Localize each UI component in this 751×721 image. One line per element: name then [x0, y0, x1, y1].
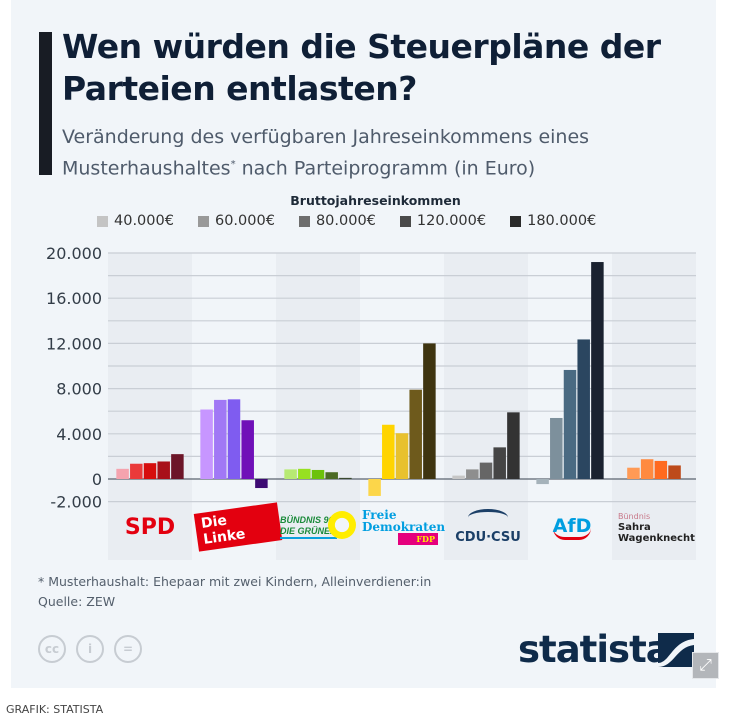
y-tick-label: 12.000	[46, 334, 102, 353]
bar	[493, 447, 506, 479]
category-band	[276, 253, 360, 560]
bar	[395, 433, 409, 479]
title-accent-bar	[39, 32, 52, 175]
cc-icon[interactable]: cc	[38, 635, 66, 663]
bar	[157, 461, 170, 479]
license-icons: cc i =	[38, 635, 142, 663]
bar	[171, 454, 184, 479]
logo-afd: AfD	[530, 505, 614, 549]
legend: 40.000€ 60.000€ 80.000€ 120.000€ 180.000…	[97, 213, 596, 229]
logo-bsw-text-3: Wagenknecht	[618, 532, 695, 544]
bar	[284, 469, 297, 479]
y-tick-label: 4.000	[56, 425, 102, 444]
logo-gruene-text-2: DIE GRÜNEN	[280, 526, 337, 539]
legend-swatch	[510, 215, 522, 227]
bar	[507, 412, 520, 479]
logo-cdu-text: CDU·CSU	[455, 530, 521, 545]
category-band	[612, 253, 696, 560]
attribution-icon[interactable]: i	[76, 635, 104, 663]
bar	[325, 472, 338, 479]
legend-label: 120.000€	[416, 213, 487, 229]
logo-bsw-text-2: Sahra	[618, 521, 651, 533]
bar	[536, 479, 549, 485]
subtitle-footnote-mark: *	[230, 159, 236, 170]
footnote: * Musterhaushalt: Ehepaar mit zwei Kinde…	[38, 572, 431, 612]
bar	[311, 469, 325, 479]
legend-item[interactable]: 40.000€	[97, 213, 174, 229]
logo-fdp-text-2: Demokraten	[362, 520, 446, 534]
logo-bsw: Bündnis Sahra Wagenknecht	[618, 505, 698, 549]
logo-fdp-text-1: Freie	[362, 508, 397, 522]
logo-afd-text: AfD	[552, 515, 592, 540]
y-tick-label: 20.000	[46, 244, 102, 263]
bar	[241, 420, 254, 479]
bar	[368, 479, 381, 496]
logo-linke: Die Linke	[193, 502, 283, 552]
bar	[382, 424, 395, 479]
bar	[255, 479, 268, 489]
legend-label: 60.000€	[214, 213, 275, 229]
chart-title: Wen würden die Steuerpläne der Parteien …	[62, 27, 661, 108]
statista-logo-icon	[658, 633, 694, 667]
logo-cdu-csu: CDU·CSU	[446, 505, 530, 549]
bar	[654, 460, 668, 479]
bar	[227, 399, 241, 479]
legend-swatch	[298, 215, 310, 227]
bar	[423, 343, 436, 479]
legend-swatch	[399, 215, 411, 227]
subtitle-text-1: Veränderung des verfügbaren Jahreseinkom…	[62, 126, 590, 180]
no-derivatives-icon[interactable]: =	[114, 635, 142, 663]
bar	[668, 465, 681, 479]
y-tick-label: 0	[92, 470, 102, 489]
bar	[591, 262, 604, 479]
bar	[479, 462, 493, 479]
legend-label: 80.000€	[315, 213, 376, 229]
legend-item[interactable]: 120.000€	[399, 213, 487, 229]
expand-icon[interactable]: ⤢	[692, 652, 719, 679]
chart-subtitle: Veränderung des verfügbaren Jahreseinkom…	[62, 124, 682, 182]
bar	[143, 463, 157, 479]
legend-label: 180.000€	[527, 213, 597, 229]
bar	[640, 459, 654, 479]
bar	[214, 399, 227, 479]
footnote-source: Quelle: ZEW	[38, 594, 116, 609]
legend-swatch	[197, 215, 209, 227]
bar	[116, 468, 129, 479]
logo-spd: SPD	[108, 505, 192, 549]
bar	[409, 389, 422, 479]
bar	[563, 369, 577, 479]
legend-item[interactable]: 180.000€	[510, 213, 596, 229]
logo-gruene: BÜNDNIS 90 DIE GRÜNEN	[276, 505, 364, 549]
statista-wordmark[interactable]: statista	[518, 628, 671, 671]
bar	[627, 467, 640, 479]
category-band	[108, 253, 192, 560]
footnote-note: * Musterhaushalt: Ehepaar mit zwei Kinde…	[38, 574, 432, 589]
y-tick-label: -2.000	[50, 493, 102, 512]
bar	[298, 468, 311, 479]
y-tick-label: 16.000	[46, 289, 102, 308]
logo-fdp: Freie Demokraten FDP	[362, 505, 446, 549]
bar	[452, 475, 465, 479]
legend-label: 40.000€	[114, 213, 174, 229]
bar	[550, 417, 563, 479]
bar	[466, 469, 479, 479]
logo-linke-text: Die Linke	[193, 502, 283, 552]
image-credit: GRAFIK: STATISTA	[6, 703, 104, 716]
y-tick-label: 8.000	[56, 380, 102, 399]
cdu-swoosh-icon	[468, 509, 508, 526]
logo-gruene-text-1: BÜNDNIS 90	[280, 515, 334, 525]
legend-item[interactable]: 60.000€	[197, 213, 275, 229]
sunflower-icon	[328, 511, 356, 539]
bar	[339, 477, 352, 479]
bar	[577, 339, 590, 479]
logo-bsw-text-1: Bündnis	[618, 511, 651, 521]
legend-swatch	[97, 215, 108, 227]
bar	[200, 409, 213, 479]
subtitle-text-2: nach Parteiprogramm (in Euro)	[235, 157, 536, 180]
legend-title: Bruttojahreseinkommen	[290, 193, 461, 208]
logo-spd-text: SPD	[124, 514, 176, 540]
legend-item[interactable]: 80.000€	[298, 213, 376, 229]
logo-fdp-tag: FDP	[398, 533, 438, 545]
bar	[130, 463, 143, 479]
